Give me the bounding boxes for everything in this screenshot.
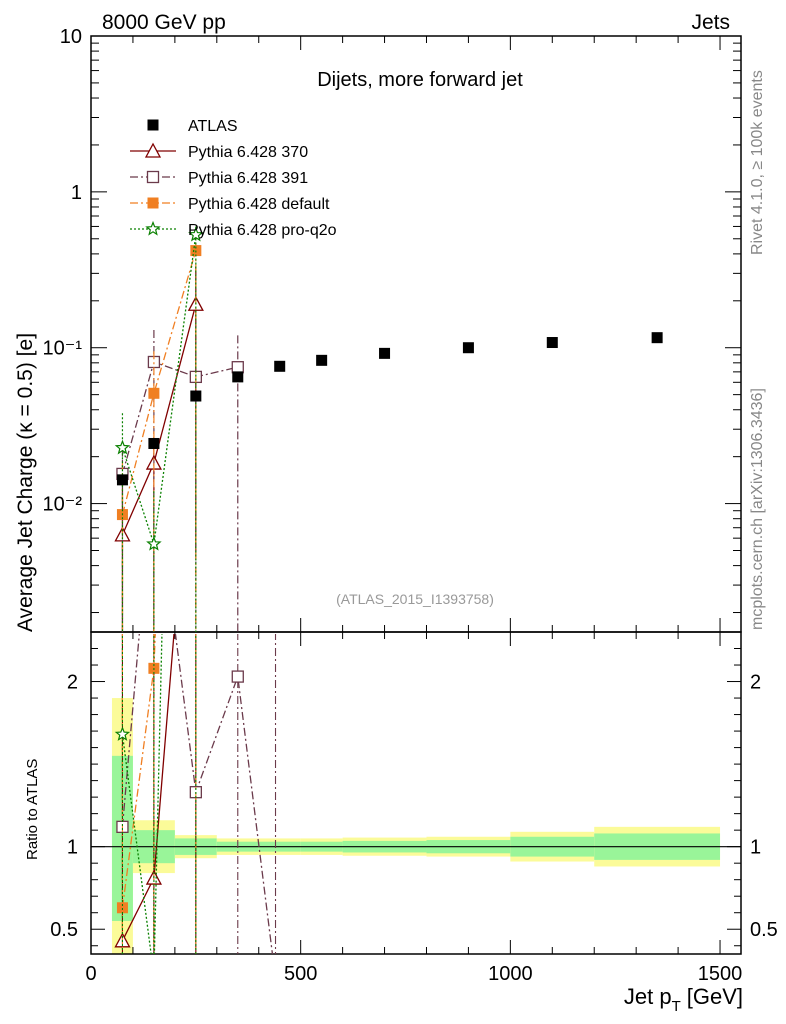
ratio-uncertainty-bands — [91, 698, 741, 954]
marker-p391 — [231, 361, 244, 374]
legend-label-pdefault: Pythia 6.428 default — [188, 196, 330, 213]
ratio-marker-pq2o — [114, 726, 131, 741]
side-label-top: Rivet 4.1.0, ≥ 100k events — [749, 70, 766, 255]
marker-pq2o — [188, 226, 204, 242]
header-right-label: Jets — [691, 11, 730, 34]
ratio-tick-label-left: 1 — [67, 837, 78, 859]
ratio-marker-pdefault — [116, 902, 128, 914]
legend-marker-p391 — [146, 170, 160, 184]
main-series-layer — [114, 226, 663, 632]
ratio-axis-title: Ratio to ATLAS — [24, 759, 41, 860]
y-tick-label: 1 — [71, 182, 82, 204]
ratio-tick-label-right: 1 — [750, 837, 761, 859]
line-p370 — [121, 304, 197, 536]
legend-marker-pq2o — [145, 220, 161, 236]
y-tick-label: 10 — [60, 26, 82, 48]
ratio-marker-p391 — [270, 973, 281, 984]
marker-atlas — [116, 474, 128, 486]
ratio-series-layer — [114, 634, 281, 984]
ratio-tick-label-right: 2 — [750, 672, 761, 694]
ratio-tick-label-left: 0.5 — [50, 919, 78, 941]
marker-atlas — [316, 354, 328, 366]
marker-atlas — [148, 437, 160, 449]
analysis-watermark: (ATLAS_2015_I1393758) — [336, 591, 494, 607]
marker-pq2o — [114, 439, 131, 455]
marker-atlas — [546, 337, 558, 349]
marker-atlas — [379, 347, 391, 359]
marker-atlas — [274, 360, 286, 372]
legend-label-p391: Pythia 6.428 391 — [188, 170, 308, 187]
ratio-tick-label-left: 2 — [67, 672, 78, 694]
ratio-tick-label-right: 0.5 — [750, 919, 778, 941]
legend-marker-p370 — [144, 142, 162, 158]
marker-pq2o — [146, 535, 162, 551]
marker-pdefault — [148, 387, 160, 399]
marker-atlas — [651, 332, 663, 344]
ratio-marker-p391 — [231, 670, 244, 683]
marker-atlas — [190, 390, 202, 402]
line-p391 — [121, 361, 238, 475]
legend: ATLAS Pythia 6.428 370 Pythia 6.428 391 Pyt… — [130, 118, 337, 239]
plot-title: Dijets, more forward jet — [317, 69, 523, 91]
marker-atlas — [232, 371, 244, 383]
x-tick-label: 500 — [284, 963, 317, 985]
side-label-bottom: mcplots.cern.ch [arXiv:1306.3436] — [749, 388, 766, 630]
ratio-plot-frame — [90, 631, 742, 955]
y-tick-label: 10⁻¹ — [43, 338, 83, 360]
legend-label-p370: Pythia 6.428 370 — [188, 144, 308, 161]
y-tick-label: 10⁻² — [43, 494, 83, 516]
y-axis-title: Average Jet Charge (κ = 0.5) [e] — [14, 333, 37, 632]
x-axis-title: Jet pT [GeV] — [624, 984, 743, 1015]
x-tick-label: 0 — [85, 963, 96, 985]
ratio-marker-pq2o — [148, 969, 160, 981]
legend-marker-pdefault — [147, 197, 159, 209]
ratio-line-p391 — [121, 634, 274, 954]
header-left-label: 8000 GeV pp — [102, 11, 226, 34]
axes-ticks — [90, 35, 741, 954]
ratio-line-pq2o — [121, 634, 163, 954]
ratio-line-pdefault — [121, 634, 156, 908]
x-tick-label: 1000 — [488, 963, 533, 985]
marker-atlas — [462, 342, 474, 354]
line-pdefault — [121, 250, 197, 515]
axis-labels: 0 500 1000 1500 10 1 10⁻¹ 10⁻² 2 2 1 1 0.5 0.5 — [43, 26, 778, 985]
legend-label-atlas: ATLAS — [188, 118, 238, 135]
legend-label-pq2o: Pythia 6.428 pro-q2o — [188, 222, 337, 239]
x-tick-label: 1500 — [698, 963, 743, 985]
legend-marker-atlas — [147, 119, 159, 131]
